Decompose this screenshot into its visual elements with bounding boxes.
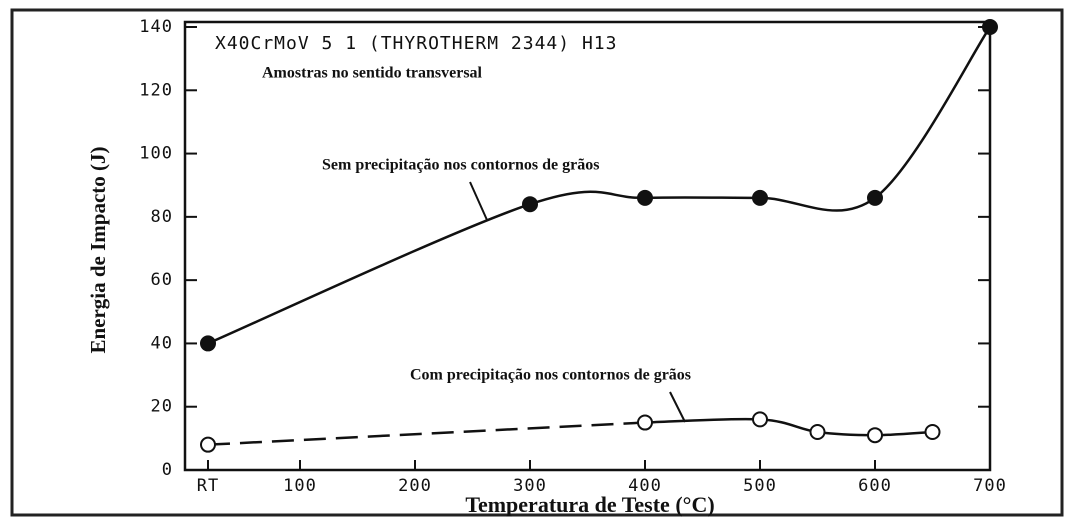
series-label: Sem precipitação nos contornos de grãos <box>322 157 599 174</box>
y-tick-label: 100 <box>139 144 173 164</box>
data-point <box>752 411 768 428</box>
x-tick-label: 400 <box>628 476 662 496</box>
y-tick-label: 40 <box>151 333 173 353</box>
y-tick-label: 20 <box>151 397 173 417</box>
series-line <box>207 421 646 446</box>
data-point <box>522 196 538 213</box>
data-point <box>982 19 998 35</box>
data-point <box>637 189 653 206</box>
data-point <box>867 427 883 444</box>
x-tick-label: 700 <box>973 476 1007 496</box>
y-axis-label: Energia de Impacto (J) <box>86 146 110 353</box>
x-axis-label: Temperatura de Teste (°C) <box>465 492 714 517</box>
y-tick-label: 0 <box>162 460 173 480</box>
y-tick-label: 80 <box>151 207 173 227</box>
y-tick-label: 60 <box>151 270 173 290</box>
x-tick-label: 300 <box>513 476 547 496</box>
x-tick-label: RT <box>197 476 219 496</box>
series-label: Com precipitação nos contornos de grãos <box>410 367 691 384</box>
chart-title: X40CrMoV 5 1 (THYROTHERM 2344) H13 <box>215 33 617 54</box>
data-point <box>200 335 216 352</box>
x-tick-label: 600 <box>858 476 892 496</box>
x-tick-label: 100 <box>283 476 317 496</box>
y-tick-label: 120 <box>139 80 173 100</box>
leader-line <box>469 181 488 221</box>
data-point <box>867 189 883 206</box>
series-line <box>644 417 933 437</box>
leader-line <box>669 391 686 423</box>
frame <box>10 8 1064 517</box>
data-point <box>809 424 826 441</box>
series-line <box>207 26 992 345</box>
data-point <box>924 424 941 441</box>
plot-frame <box>183 20 992 472</box>
subtitle: Amostras no sentido transversal <box>262 65 483 82</box>
data-point <box>637 414 653 431</box>
y-tick-label: 140 <box>139 17 173 37</box>
x-tick-label: 200 <box>398 476 432 496</box>
data-point <box>200 436 216 453</box>
x-tick-label: 500 <box>743 476 777 496</box>
data-point <box>752 189 768 206</box>
